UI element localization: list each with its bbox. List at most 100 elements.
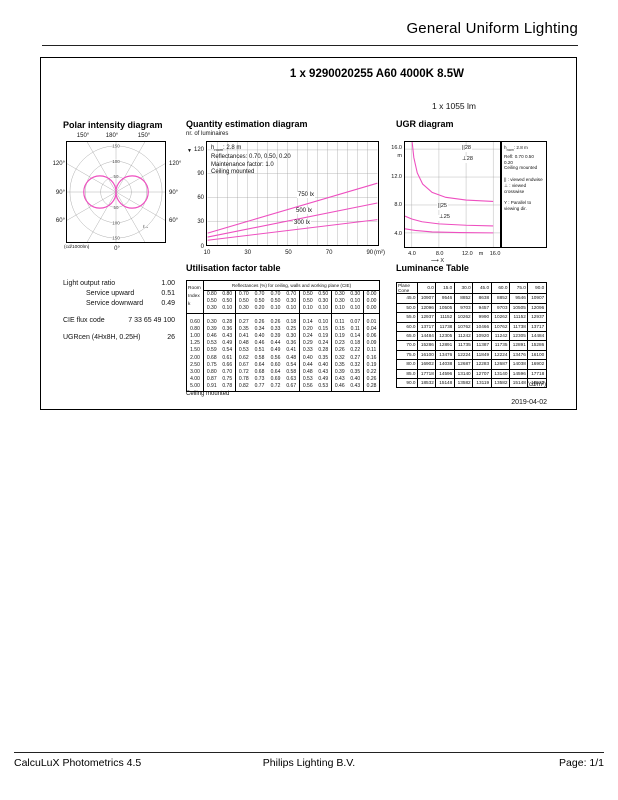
table-cell: 0.28 [362, 383, 380, 392]
table-cell: 0.33 [270, 325, 281, 332]
table-cell: 14596 [508, 368, 529, 380]
utilisation-table-title: Utilisation factor table [186, 263, 281, 273]
table-cell: 4.00 [186, 376, 204, 384]
axis-tick-label: 90 [197, 170, 204, 177]
annotation-hroom: hroom: 2.8 m [211, 145, 242, 153]
table-cell: 0.10 [219, 305, 236, 314]
luminance-unit: (cd/m²) [527, 382, 546, 388]
table-cell: 10762 [490, 321, 510, 333]
axis-tick-label: 90 [366, 250, 374, 256]
table-cell: 0.64 [270, 369, 281, 376]
table-cell: 0.72 [235, 369, 252, 377]
table-cell: 0.40 [350, 376, 361, 383]
photometric-label: UGRcen (4Hx8H, 0.25H) [63, 334, 141, 341]
table-cell: 0.41 [286, 347, 297, 354]
table-cell: 12224 [490, 349, 510, 361]
photometric-row: UGRcen (4Hx8H, 0.25H) 26 [63, 333, 175, 343]
column-header: 90.0 [527, 281, 547, 295]
table-cell: 0.10 [267, 305, 284, 314]
table-cell: 16902 [527, 359, 547, 370]
table-cell: 0.36 [286, 340, 297, 347]
table-cell: 12687 [490, 359, 510, 370]
table-cell: 13140 [490, 368, 510, 380]
table-cell: 10262 [490, 312, 510, 323]
table-cell: 0.43 [331, 376, 348, 384]
table-cell: 0.11 [362, 347, 380, 355]
table-cell [331, 313, 348, 319]
table-cell: 0.40 [254, 333, 265, 340]
table-cell: 5.00 [186, 383, 204, 392]
table-row: 80.0 16902 14038 12687 12283 12687 14038 16902 [396, 359, 547, 370]
table-cell: 9703 [490, 302, 510, 314]
column-header: 45.0 [472, 281, 492, 295]
polar-ring-label: 50 [113, 174, 119, 179]
table-cell: 1.00 [186, 333, 204, 341]
quantity-estimation-chart: (m²) 120 90 60 30 0 10 30 50 70 90 [194, 141, 385, 256]
table-cell: 0.35 [318, 354, 329, 361]
ugr-diagram-title: UGR diagram [396, 119, 454, 129]
axis-tick-label: 12.0 [461, 251, 473, 257]
table-cell: 0.80 [206, 369, 217, 376]
table-cell: 0.28 [318, 347, 329, 354]
ugr-x-axis-unit: m [478, 251, 484, 257]
table-cell: 12707 [472, 368, 492, 380]
series-label-300lx: 300 lx [293, 220, 312, 226]
table-cell: 0.19 [331, 333, 348, 341]
quantity-y-axis-label: nr. of luminaires [186, 131, 229, 137]
table-cell: 11242 [490, 331, 510, 342]
table-cell: 15286 [416, 340, 437, 351]
polar-angle-0: 0° [114, 246, 120, 252]
ugr-contour [411, 142, 494, 202]
ugr-chart: m m ⟶ X 16.0 12.0 8.0 4.0 4.0 8.0 12.0 16.0 [391, 141, 501, 264]
legend-y-note: Y : Parallel to viewing dir. [504, 200, 532, 212]
table-cell: 0.07 [350, 318, 361, 325]
table-cell: 0.73 [254, 376, 265, 383]
table-cell: 9546 [508, 293, 529, 304]
table-row: 0.30 0.10 0.30 0.20 0.10 0.10 0.10 0.10 0.10 0.10… [187, 305, 380, 314]
table-cell: 0.46 [206, 333, 217, 340]
table-cell: 12283 [472, 359, 492, 370]
table-cell: 13717 [527, 321, 547, 333]
table-cell: 14038 [435, 359, 455, 370]
table-cell: 0.26 [254, 318, 265, 325]
table-cell: 14484 [527, 331, 547, 342]
table-cell [235, 313, 252, 319]
table-cell: 9457 [472, 302, 492, 314]
table-cell: 0.19 [318, 333, 329, 340]
table-cell: 12891 [435, 340, 455, 351]
table-row: 0.50 0.50 0.50 0.50 0.50 0.30 0.50 0.30 0.30 0.10… [187, 298, 380, 306]
table-cell: 0.77 [254, 383, 265, 390]
table-cell: 0.66 [222, 361, 233, 368]
table-cell: 0.82 [235, 383, 252, 392]
table-cell: 0.54 [286, 361, 297, 368]
table-cell: 10505 [508, 302, 529, 314]
table-cell: 0.35 [235, 325, 252, 334]
axis-tick-label: 10 [203, 250, 211, 256]
table-cell [362, 313, 380, 319]
page-title: General Uniform Lighting [406, 20, 578, 37]
table-cell: 0.80 [186, 325, 204, 334]
table-cell: 0.70 [222, 369, 233, 376]
table-row: 1.25 0.53 0.49 0.48 0.46 0.44 0.36 0.29 0.24 0.23… [186, 340, 380, 348]
table-cell: 0.56 [270, 354, 281, 361]
table-cell: 14596 [435, 368, 455, 380]
photometric-label: Light output ratio [63, 280, 116, 287]
table-cell: 0.61 [222, 354, 233, 361]
table-cell: 17718 [527, 368, 547, 380]
series-line-750lx [207, 182, 378, 234]
table-cell: 0.18 [350, 340, 361, 347]
table-row: 75.0 16100 13476 12224 11849 12224 13476 16100 [396, 349, 547, 361]
table-cell: 2.50 [186, 361, 204, 370]
table-cell: 0.10 [299, 305, 316, 314]
axis-tick-label: 60 [197, 195, 204, 202]
legend-crosswise: ⊥ : viewed crosswise [504, 182, 527, 194]
table-cell: 0.39 [270, 333, 281, 340]
table-cell: 13717 [416, 321, 437, 333]
table-row: 70.0 15286 12891 11735 11387 11735 12891 15286 [396, 340, 547, 351]
table-row: 0.60 0.30 0.28 0.27 0.26 0.26 0.18 0.14 0.10 0.11… [186, 318, 380, 326]
table-cell: 0.10 [318, 318, 329, 325]
table-cell: 0.62 [235, 354, 252, 362]
table-row: 3.00 0.80 0.70 0.72 0.68 0.64 0.58 0.48 0.43 0.39… [186, 369, 380, 377]
table-row: 5.00 0.91 0.78 0.82 0.77 0.72 0.67 0.56 0.53 0.46… [186, 383, 380, 392]
table-cell: 0.01 [362, 318, 380, 326]
